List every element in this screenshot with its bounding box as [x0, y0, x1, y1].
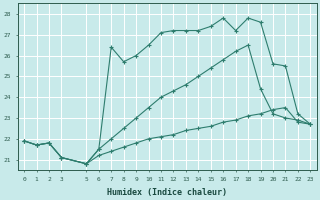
- X-axis label: Humidex (Indice chaleur): Humidex (Indice chaleur): [107, 188, 227, 197]
